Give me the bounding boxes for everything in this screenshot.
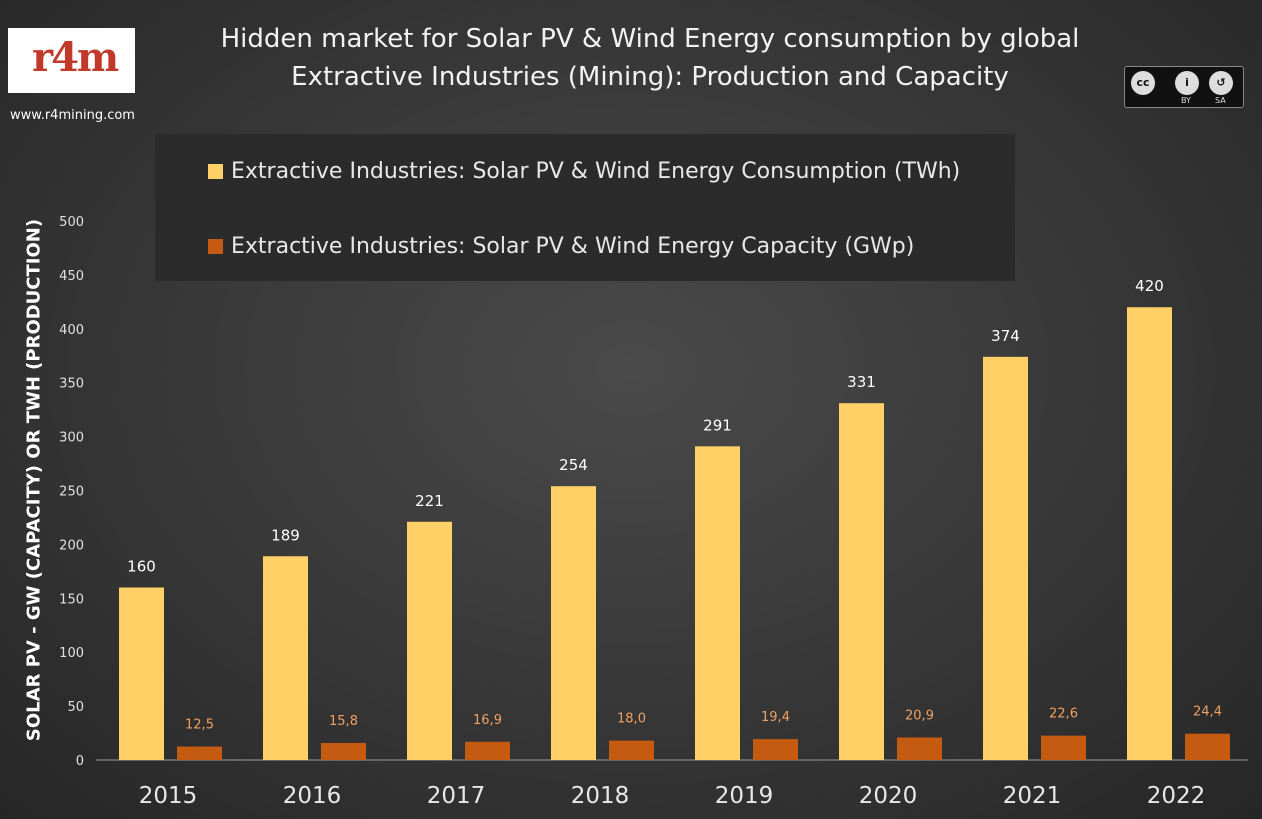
y-tick-label: 100 (59, 646, 84, 661)
data-label-capacity: 19,4 (761, 710, 790, 725)
bar-consumption (119, 587, 164, 760)
bar-consumption (983, 356, 1028, 760)
bar-consumption (1127, 307, 1172, 760)
data-label-capacity: 20,9 (905, 708, 934, 723)
bar-capacity (1185, 733, 1230, 760)
bar-consumption (263, 556, 308, 760)
y-tick-label: 50 (67, 700, 84, 715)
sa-label: SA (1215, 96, 1226, 105)
data-label-capacity: 22,6 (1049, 707, 1078, 722)
x-tick-label: 2020 (859, 783, 918, 809)
y-tick-label: 500 (59, 215, 84, 230)
data-label-consumption: 420 (1135, 277, 1164, 295)
data-label-capacity: 15,8 (329, 714, 358, 729)
data-label-consumption: 254 (559, 456, 588, 474)
data-label-consumption: 189 (271, 526, 300, 544)
bar-capacity (465, 741, 510, 760)
legend-swatch-capacity (208, 238, 223, 254)
logo-text: r4m (32, 34, 119, 81)
bar-consumption (695, 446, 740, 760)
r4mining-logo: r4m (8, 28, 135, 93)
x-tick-label: 2019 (715, 783, 774, 809)
bar-capacity (1041, 735, 1086, 760)
legend-item-consumption: Extractive Industries: Solar PV & Wind E… (208, 156, 960, 186)
y-tick-label: 150 (59, 592, 84, 607)
y-tick-label: 450 (59, 269, 84, 284)
data-label-consumption: 291 (703, 416, 732, 434)
bar-consumption (551, 486, 596, 760)
website-url: www.r4mining.com (10, 108, 135, 123)
x-tick-label: 2022 (1147, 783, 1206, 809)
bar-capacity (753, 739, 798, 760)
x-tick-label: 2018 (571, 783, 630, 809)
bar-consumption (839, 403, 884, 760)
legend-label-capacity: Extractive Industries: Solar PV & Wind E… (231, 233, 915, 259)
legend-label-consumption: Extractive Industries: Solar PV & Wind E… (231, 158, 961, 184)
cc-license-badge: cc i ↺ BY SA (1124, 66, 1244, 108)
data-label-capacity: 18,0 (617, 712, 646, 727)
title-line-1: Hidden market for Solar PV & Wind Energy… (220, 24, 1080, 54)
x-tick-label: 2021 (1003, 783, 1062, 809)
bar-capacity (609, 740, 654, 760)
legend-item-capacity: Extractive Industries: Solar PV & Wind E… (208, 231, 914, 261)
y-tick-label: 200 (59, 538, 84, 553)
y-tick-label: 400 (59, 323, 84, 338)
y-tick-label: 350 (59, 377, 84, 392)
y-tick-label: 0 (76, 754, 84, 769)
data-label-capacity: 16,9 (473, 713, 502, 728)
sa-icon: ↺ (1209, 71, 1233, 95)
legend-swatch-consumption (208, 163, 223, 179)
y-tick-label: 300 (59, 431, 84, 446)
chart-title: Hidden market for Solar PV & Wind Energy… (140, 20, 1160, 96)
data-label-consumption: 221 (415, 492, 444, 510)
bar-consumption (407, 521, 452, 760)
data-label-consumption: 331 (847, 373, 876, 391)
data-label-consumption: 160 (127, 558, 156, 576)
x-tick-label: 2016 (283, 783, 342, 809)
title-line-2: Extractive Industries (Mining): Producti… (291, 62, 1009, 92)
cc-icon: cc (1131, 71, 1155, 95)
x-tick-label: 2017 (427, 783, 486, 809)
bar-capacity (897, 737, 942, 760)
bar-capacity (321, 742, 366, 760)
by-label: BY (1181, 96, 1191, 105)
by-icon: i (1175, 71, 1199, 95)
legend: Extractive Industries: Solar PV & Wind E… (155, 134, 1015, 281)
y-tick-label: 250 (59, 485, 84, 500)
data-label-capacity: 12,5 (185, 718, 214, 733)
data-label-capacity: 24,4 (1193, 705, 1222, 720)
x-tick-label: 2015 (139, 783, 198, 809)
bar-capacity (177, 746, 222, 760)
data-label-consumption: 374 (991, 327, 1020, 345)
